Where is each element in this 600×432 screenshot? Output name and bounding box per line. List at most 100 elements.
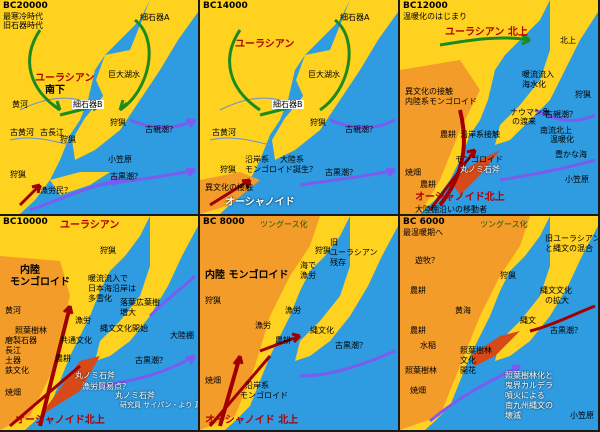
map-label: オーシャノイド北上 bbox=[415, 192, 505, 203]
map-label: 大陸系 bbox=[280, 155, 304, 164]
map-label: 狩猟 bbox=[575, 90, 591, 99]
map-label: モンゴロイド bbox=[455, 155, 503, 164]
map-label: の拡大 bbox=[545, 296, 569, 305]
map-label: 丸ノミ石斧 bbox=[460, 165, 500, 174]
panel-bc14000: BC14000 細石器A ユーラシアン 巨大湖水 細石器B 古黄河 狩猟 古親潮… bbox=[200, 0, 398, 214]
map-bc10000 bbox=[0, 216, 198, 430]
panel-bc20000: BC20000 最寒冷時代 旧石器時代 細石器A ユーラシアン 南下 巨大湖水 … bbox=[0, 0, 198, 214]
map-label: 照葉樹林 bbox=[460, 346, 492, 355]
map-label: 南九州縄文の bbox=[505, 401, 553, 410]
map-label: 黄海 bbox=[455, 306, 471, 315]
map-label: 狩猟 bbox=[10, 170, 26, 179]
map-label: 海で bbox=[300, 261, 316, 270]
map-label: 古黒潮？ bbox=[335, 341, 367, 350]
map-label: 細石器B bbox=[72, 100, 104, 109]
map-label: 焼畑 bbox=[405, 168, 421, 177]
map-label: 狩猟 bbox=[310, 118, 326, 127]
map-label: 遊牧？ bbox=[415, 256, 439, 265]
map-label: 暖流流入 bbox=[522, 70, 554, 79]
map-label: 沿岸系 bbox=[245, 155, 269, 164]
map-label: 多雪化 bbox=[88, 294, 112, 303]
map-label: 漁労民？ bbox=[40, 186, 72, 195]
map-label: 焼畑 bbox=[410, 386, 426, 395]
map-label: 古長江 bbox=[40, 128, 64, 137]
map-label: 縄文化 bbox=[310, 326, 334, 335]
map-label: 旧 bbox=[330, 238, 338, 247]
map-label: 内陸 モンゴロイド bbox=[205, 270, 289, 281]
map-label: オーシャノイド北上 bbox=[15, 415, 105, 426]
map-bc12000 bbox=[400, 0, 598, 214]
era-label: BC12000 bbox=[403, 1, 448, 11]
map-label: 大陸棚 bbox=[170, 331, 194, 340]
map-label: ツングース化 bbox=[480, 220, 528, 229]
map-label: 丸ノミ石斧 bbox=[115, 391, 155, 400]
map-label: ユーラシアン 北上 bbox=[445, 27, 528, 38]
map-label: 海水化 bbox=[522, 80, 546, 89]
map-label: 焼畑 bbox=[205, 376, 221, 385]
map-label: 鉄文化 bbox=[5, 366, 29, 375]
map-label: 豊かな海 bbox=[555, 150, 587, 159]
map-label: 照葉樹林化と bbox=[505, 371, 553, 380]
map-label: 古黒潮？ bbox=[135, 356, 167, 365]
map-label: 農耕 bbox=[420, 180, 436, 189]
map-label: 古黄河 bbox=[212, 128, 236, 137]
map-label: モンゴロイド bbox=[10, 277, 70, 288]
map-label: 古黄河 bbox=[10, 128, 34, 137]
map-label: 小笠原 bbox=[570, 411, 594, 420]
map-label: 壊滅 bbox=[505, 411, 521, 420]
map-label: 長江 bbox=[5, 346, 21, 355]
map-label: 小笠原 bbox=[565, 175, 589, 184]
era-note: 最温暖期へ bbox=[403, 228, 443, 237]
map-label: 開花 bbox=[460, 366, 476, 375]
map-label: 沿岸系 bbox=[245, 381, 269, 390]
map-label: ユーラシアン bbox=[330, 248, 378, 257]
map-label: ツングース化 bbox=[260, 220, 308, 229]
map-label: 南流北上 bbox=[540, 126, 572, 135]
map-label: 農耕 bbox=[440, 130, 456, 139]
map-label: 黄河 bbox=[5, 306, 21, 315]
map-label: 旧ユーラシアン bbox=[545, 234, 598, 243]
map-label: 磨製石器 bbox=[5, 336, 37, 345]
map-label: 狩猟 bbox=[500, 271, 516, 280]
era-label: BC20000 bbox=[3, 1, 48, 11]
map-label: 南下 bbox=[45, 85, 65, 96]
map-label: の渡来 bbox=[512, 117, 536, 126]
map-label: 小笠原 bbox=[108, 155, 132, 164]
map-label: 細石器B bbox=[272, 100, 304, 109]
map-label: 水稲 bbox=[420, 341, 436, 350]
map-label: 狩猟 bbox=[110, 118, 126, 127]
era-label: BC10000 bbox=[3, 217, 48, 227]
map-label: 落葉広葉樹 bbox=[120, 298, 160, 307]
map-label: 細石器A bbox=[340, 13, 370, 22]
map-label: 丸ノミ石斧 bbox=[75, 371, 115, 380]
map-label: 大陸棚沿いの移動者 bbox=[415, 205, 487, 214]
map-label: 細石器A bbox=[140, 13, 170, 22]
map-label: 共通文化 bbox=[60, 336, 92, 345]
map-label: モンゴロイド誕生？ bbox=[245, 165, 317, 174]
map-label: 縄文 bbox=[520, 316, 536, 325]
map-label: 暖流流入で bbox=[88, 274, 128, 283]
map-label: 内陸 bbox=[20, 265, 40, 276]
era-label: BC14000 bbox=[203, 1, 248, 11]
map-label: 増大 bbox=[120, 308, 136, 317]
map-label: ユーラシアン bbox=[35, 73, 95, 84]
map-label: 農耕 bbox=[410, 326, 426, 335]
map-label: 農耕 bbox=[410, 286, 426, 295]
map-label: 漁労 bbox=[285, 306, 301, 315]
map-label: 古親潮？ bbox=[145, 125, 177, 134]
map-label: 農耕 bbox=[275, 336, 291, 345]
map-label: 縄文文化 bbox=[540, 286, 572, 295]
map-label: 研究員 サイパン・より 真の事態図解明 bbox=[120, 401, 198, 409]
map-label: 内陸系モンゴロイド bbox=[405, 97, 477, 106]
map-label: 照葉樹林 bbox=[15, 326, 47, 335]
panel-bc6000: BC 6000 最温暖期へ ツングース化 旧ユーラシアン と縄文の混合 遊牧？ … bbox=[400, 216, 598, 430]
map-label: 狩猟 bbox=[220, 165, 236, 174]
map-label: 文化 bbox=[460, 356, 476, 365]
era-label: BC 8000 bbox=[203, 217, 245, 227]
map-label: 巨大湖水 bbox=[308, 70, 340, 79]
map-label: オーシャノイド bbox=[225, 197, 295, 208]
map-label: 縄文文化開始 bbox=[100, 324, 148, 333]
panel-bc12000: BC12000 温暖化のはじまり ユーラシアン 北上 北上 異文化の接触 内陸系… bbox=[400, 0, 598, 214]
map-label: 焼畑 bbox=[5, 388, 21, 397]
